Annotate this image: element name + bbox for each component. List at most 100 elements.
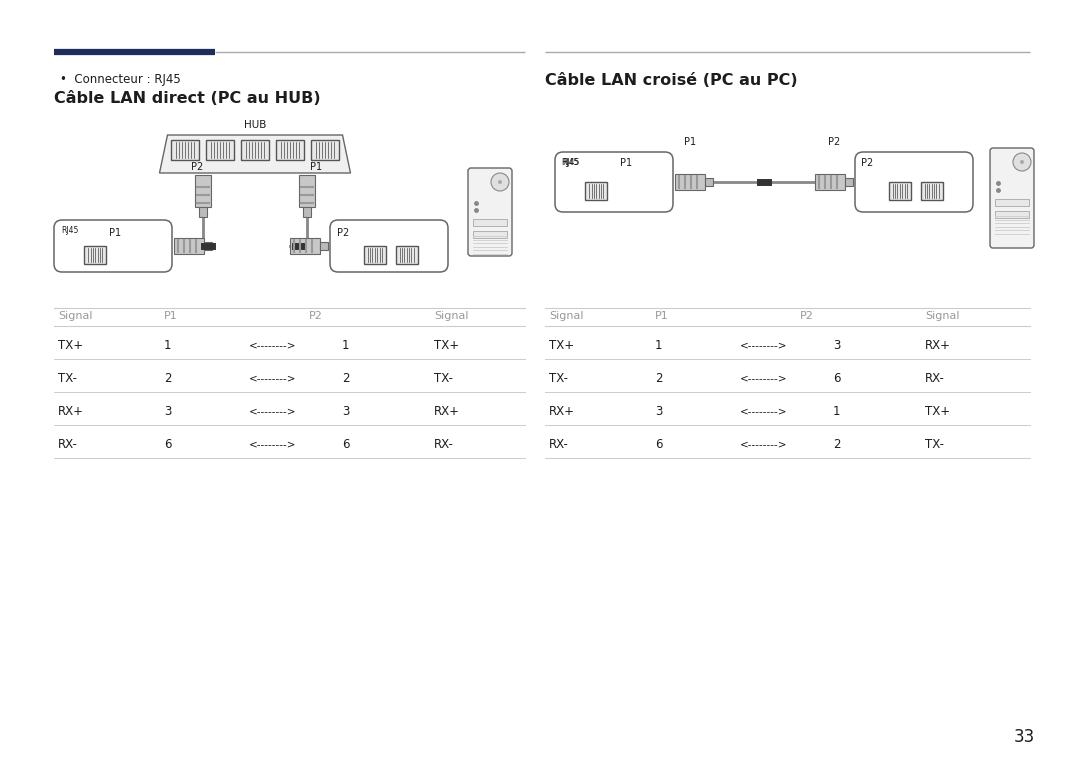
Bar (889, 182, 910, 200)
Text: Signal: Signal (434, 311, 469, 321)
Text: 1: 1 (654, 339, 662, 352)
Bar (241, 140, 269, 160)
Bar (845, 178, 853, 186)
Text: TX-: TX- (549, 372, 568, 385)
Text: 2: 2 (164, 372, 172, 385)
Text: TX-: TX- (924, 438, 944, 451)
Text: 2: 2 (654, 372, 662, 385)
Text: 6: 6 (654, 438, 662, 451)
Text: TX-: TX- (58, 372, 77, 385)
Text: P1: P1 (310, 162, 322, 172)
Text: P2: P2 (861, 158, 874, 168)
Text: Câble LAN croisé (PC au PC): Câble LAN croisé (PC au PC) (545, 73, 798, 88)
Text: 1: 1 (342, 339, 350, 352)
Text: 2: 2 (342, 372, 350, 385)
Text: <-------->: <--------> (740, 374, 787, 384)
Bar (303, 207, 311, 217)
FancyBboxPatch shape (330, 220, 448, 272)
FancyBboxPatch shape (855, 152, 973, 212)
Text: 3: 3 (654, 405, 662, 418)
Bar (206, 140, 234, 160)
Text: Signal: Signal (924, 311, 959, 321)
FancyBboxPatch shape (54, 220, 172, 272)
Text: RX-: RX- (549, 438, 569, 451)
Text: P1: P1 (684, 137, 697, 147)
Bar (291, 238, 320, 254)
Bar (364, 246, 386, 264)
Text: RX-: RX- (924, 372, 945, 385)
Text: <-------->: <--------> (249, 374, 297, 384)
Text: Câble LAN direct (PC au HUB): Câble LAN direct (PC au HUB) (54, 91, 321, 106)
Text: P2: P2 (337, 228, 349, 238)
Bar (174, 238, 204, 254)
FancyBboxPatch shape (990, 148, 1034, 248)
Circle shape (491, 173, 509, 191)
Text: •  Connecteur : RJ45: • Connecteur : RJ45 (60, 73, 180, 86)
Text: RX-: RX- (434, 438, 454, 451)
Text: HUB: HUB (244, 120, 266, 130)
Bar (84, 246, 106, 264)
Text: RX+: RX+ (434, 405, 460, 418)
Text: 3: 3 (164, 405, 172, 418)
Text: RX-: RX- (58, 438, 78, 451)
Text: 6: 6 (833, 372, 840, 385)
Text: RJ45: RJ45 (562, 158, 579, 167)
Text: 1: 1 (833, 405, 840, 418)
Polygon shape (160, 135, 351, 173)
Text: P1: P1 (109, 228, 121, 238)
Text: 6: 6 (342, 438, 350, 451)
Text: TX-: TX- (434, 372, 453, 385)
Text: P1: P1 (654, 311, 669, 321)
Text: <-------->: <--------> (249, 407, 297, 417)
Bar (473, 219, 507, 226)
Text: TX+: TX+ (549, 339, 575, 352)
Text: TX+: TX+ (58, 339, 83, 352)
Bar (920, 182, 943, 200)
Text: <-------->: <--------> (249, 439, 297, 449)
Text: RX+: RX+ (58, 405, 84, 418)
Text: RX+: RX+ (549, 405, 575, 418)
Text: <-------->: <--------> (740, 340, 787, 350)
Text: <-------->: <--------> (740, 407, 787, 417)
Text: P2: P2 (828, 137, 840, 147)
Text: 2: 2 (833, 438, 840, 451)
Circle shape (1013, 153, 1031, 171)
Circle shape (1020, 160, 1024, 164)
Text: 33: 33 (1014, 728, 1035, 746)
Bar (395, 246, 418, 264)
Bar (311, 140, 339, 160)
Text: P2: P2 (191, 162, 203, 172)
Bar (199, 207, 207, 217)
Text: Signal: Signal (58, 311, 93, 321)
Bar (276, 140, 303, 160)
Bar (473, 231, 507, 238)
Text: RJ45: RJ45 (60, 226, 79, 235)
Text: RJ45: RJ45 (561, 158, 579, 167)
Bar (299, 175, 315, 207)
Text: 1: 1 (164, 339, 172, 352)
Bar (195, 175, 211, 207)
Text: P1: P1 (164, 311, 178, 321)
Text: 6: 6 (164, 438, 172, 451)
Bar (675, 174, 705, 190)
Text: 3: 3 (833, 339, 840, 352)
Bar (171, 140, 199, 160)
Circle shape (498, 180, 502, 184)
Bar (995, 199, 1029, 206)
Text: P1: P1 (620, 158, 632, 168)
Text: P2: P2 (309, 311, 323, 321)
FancyBboxPatch shape (555, 152, 673, 212)
Text: Signal: Signal (549, 311, 583, 321)
Text: TX+: TX+ (434, 339, 459, 352)
Text: TX+: TX+ (924, 405, 950, 418)
Text: 3: 3 (342, 405, 349, 418)
Bar (585, 182, 607, 200)
FancyBboxPatch shape (468, 168, 512, 256)
Bar (815, 174, 845, 190)
Text: <-------->: <--------> (249, 340, 297, 350)
Text: <-------->: <--------> (740, 439, 787, 449)
Text: P2: P2 (800, 311, 814, 321)
Bar (204, 242, 212, 250)
Bar (995, 211, 1029, 218)
Text: RX+: RX+ (924, 339, 951, 352)
